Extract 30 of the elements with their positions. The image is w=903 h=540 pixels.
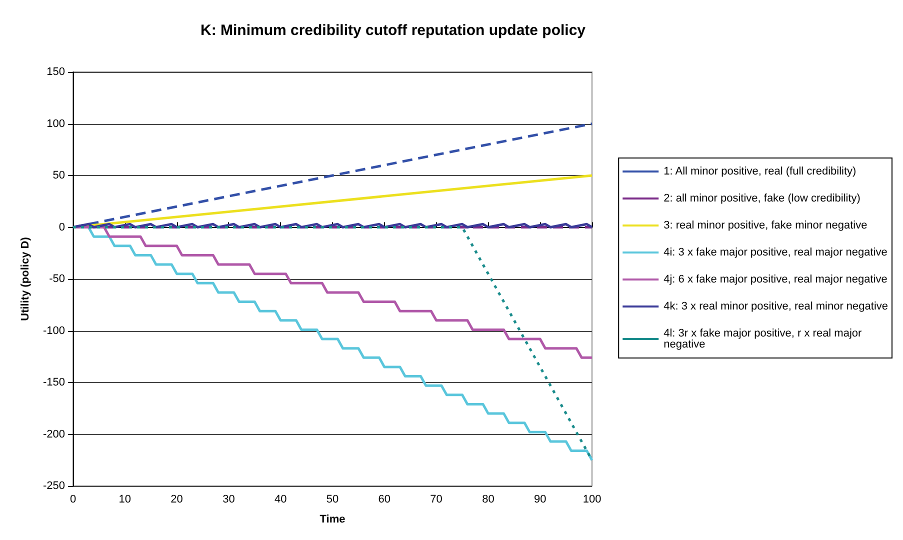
legend-label: 1: All minor positive, real (full credibility)	[664, 166, 856, 178]
x-tick-label: 40	[274, 494, 287, 506]
y-axis-title: Utility (policy D)	[20, 236, 32, 321]
legend-label: 4l: 3r x fake major positive, r x real major negative	[664, 328, 865, 350]
x-tick-label: 50	[326, 494, 339, 506]
x-tick-label: 60	[378, 494, 391, 506]
chart-title: K: Minimum credibility cutoff reputation update policy	[200, 22, 586, 39]
y-tick-label: 150	[46, 66, 65, 78]
legend-label: 4i: 3 x fake major positive, real major negative	[664, 246, 888, 258]
y-tick-label: -250	[42, 480, 65, 492]
legend-label: 4k: 3 x real minor positive, real minor negative	[664, 300, 888, 312]
y-tick-label: 50	[52, 170, 65, 182]
x-tick-label: 90	[534, 494, 546, 506]
legend-label: 2: all minor positive, fake (low credibility)	[664, 192, 860, 204]
y-tick-label: 0	[58, 221, 65, 234]
x-tick-label: 30	[222, 494, 235, 506]
y-tick-label: -50	[49, 273, 65, 285]
x-tick-label: 20	[170, 494, 183, 506]
x-tick-label: 70	[430, 494, 442, 506]
x-tick-label: 0	[70, 494, 76, 506]
legend-label: 3: real minor positive, fake minor negative	[664, 220, 868, 232]
y-tick-label: -100	[42, 324, 65, 337]
y-tick-label: -150	[42, 376, 65, 388]
x-tick-label: 100	[582, 494, 602, 506]
x-axis-title: Time	[320, 514, 346, 526]
y-tick-label: -200	[42, 428, 65, 440]
y-tick-label: 100	[46, 118, 65, 130]
x-tick-label: 80	[482, 494, 494, 506]
x-tick-label: 10	[118, 494, 132, 506]
legend-label: 4j: 6 x fake major positive, real major negative	[664, 274, 888, 286]
